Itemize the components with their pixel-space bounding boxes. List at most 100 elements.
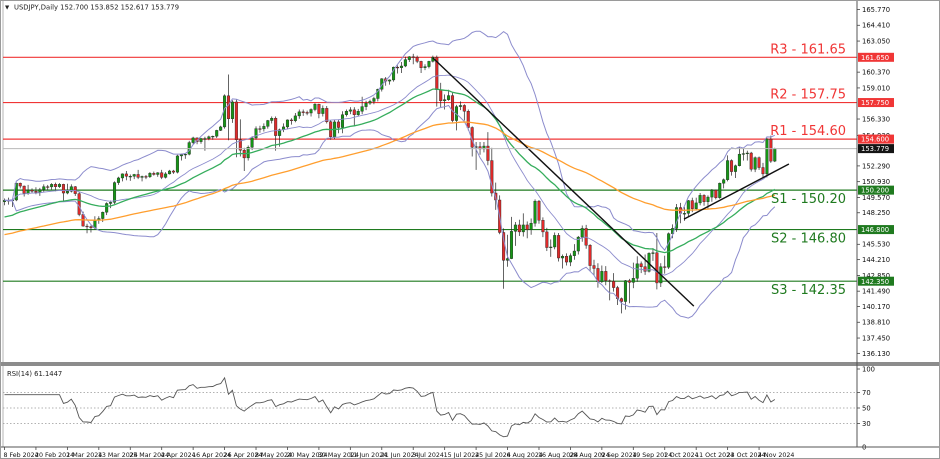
candle-bearish: [18, 182, 22, 187]
candle-bullish: [250, 137, 254, 148]
candle-bullish: [313, 104, 317, 110]
candle-bearish: [608, 280, 612, 282]
price-axis-scale-area[interactable]: [857, 1, 940, 447]
candle-bearish: [714, 189, 718, 198]
candle-bullish: [623, 280, 627, 302]
axis-price-box-r3: [858, 52, 894, 62]
price-axis-tick-label: 137.450: [862, 334, 890, 342]
candle-bullish: [230, 101, 234, 119]
price-axis-tick-label: 152.290: [862, 162, 890, 170]
candle-bullish: [109, 202, 113, 204]
candle-bullish: [285, 119, 289, 128]
candle-bullish: [140, 176, 144, 178]
candle-bearish: [419, 61, 423, 68]
price-axis-tick-label: 140.170: [862, 303, 890, 311]
candle-bullish: [128, 176, 132, 178]
trendline-descending[interactable]: [432, 57, 695, 307]
candle-bullish: [50, 184, 54, 188]
chart-title: USDJPY,Daily 152.700 153.852 152.617 153…: [14, 4, 179, 12]
candle-bullish: [753, 157, 757, 170]
candle-bullish: [368, 101, 372, 104]
trendline-ascending[interactable]: [683, 163, 790, 220]
candle-bullish: [376, 89, 380, 99]
candle-bullish: [116, 177, 120, 183]
candle-bullish: [635, 263, 639, 279]
candle-bullish: [58, 184, 62, 187]
candle-bullish: [694, 202, 698, 209]
level-label-r1: R1 - 154.60: [770, 124, 846, 139]
candle-bullish: [340, 114, 344, 128]
axis-price-box-label-r3: 161.650: [861, 54, 889, 62]
candle-bullish: [132, 174, 136, 177]
axis-price-box-s2: [858, 225, 894, 235]
candle-bearish: [462, 105, 466, 112]
candle-bearish: [486, 145, 490, 161]
bollinger-lower-band: [4, 104, 776, 319]
candle-bullish: [69, 186, 73, 192]
title-collapse-icon[interactable]: ▼: [5, 5, 10, 11]
candle-bearish: [545, 231, 549, 248]
candle-bullish: [101, 211, 105, 219]
candle-bullish: [364, 102, 368, 107]
candle-bullish: [407, 56, 411, 60]
candle-bearish: [30, 189, 34, 192]
candle-bullish: [726, 160, 730, 180]
candle-bullish: [38, 189, 42, 193]
candle-bullish: [148, 173, 152, 177]
candle-bearish: [604, 271, 608, 281]
candle-bullish: [309, 109, 313, 114]
candle-bullish: [183, 153, 187, 156]
time-axis-scale-area[interactable]: [1, 447, 940, 459]
candle-bearish: [451, 95, 455, 121]
time-axis-label: 9 Sep 2024: [601, 452, 637, 459]
level-label-s1: S1 - 150.20: [771, 192, 846, 207]
candle-bullish: [65, 191, 69, 194]
candle-bearish: [61, 184, 65, 194]
candle-bullish: [553, 235, 557, 248]
time-axis-label: 20 May 2024: [286, 452, 327, 459]
rsi-axis-tick-label: 50: [862, 404, 871, 412]
candle-bearish: [592, 265, 596, 269]
candle-bullish: [348, 109, 352, 112]
axis-price-box-s3: [858, 276, 894, 286]
price-axis-tick-label: 165.770: [862, 6, 890, 14]
candle-bullish: [356, 111, 360, 115]
candle-bearish: [352, 109, 356, 115]
candle-bearish: [34, 191, 38, 193]
rsi-axis-tick-label: 30: [862, 420, 871, 428]
candle-bearish: [612, 281, 616, 288]
axis-price-box-label-s1: 150.200: [861, 187, 889, 195]
candle-bearish: [663, 266, 667, 268]
candle-bullish: [651, 252, 655, 254]
candle-bullish: [576, 236, 580, 252]
candle-bearish: [620, 298, 624, 302]
candle-bearish: [627, 280, 631, 283]
candle-bearish: [54, 184, 58, 187]
candle-bearish: [439, 89, 443, 102]
price-axis-tick-label: 150.930: [862, 178, 890, 186]
candle-bullish: [360, 106, 364, 112]
time-axis-label: 11 Oct 2024: [695, 452, 734, 459]
candle-bearish: [136, 174, 140, 178]
pane-splitter[interactable]: [1, 362, 940, 366]
candle-bearish: [258, 128, 262, 130]
candle-bearish: [435, 57, 439, 90]
price-axis-tick-label: 145.530: [862, 241, 890, 249]
candle-bullish: [254, 128, 258, 139]
time-axis-label: 8 Feb 2024: [4, 452, 39, 459]
current-price-axis-box: [858, 144, 894, 154]
candle-bullish: [521, 224, 525, 233]
candle-bullish: [293, 115, 297, 121]
candle-bearish: [396, 66, 400, 69]
time-axis-label: 16 Apr 2024: [192, 452, 231, 459]
candle-bearish: [238, 139, 242, 151]
candle-bearish: [144, 176, 148, 178]
candle-bullish: [203, 138, 207, 140]
candle-bearish: [557, 235, 561, 259]
candle-bullish: [741, 153, 745, 155]
candle-bearish: [639, 263, 643, 267]
candle-bearish: [702, 195, 706, 202]
candle-bullish: [423, 66, 427, 68]
